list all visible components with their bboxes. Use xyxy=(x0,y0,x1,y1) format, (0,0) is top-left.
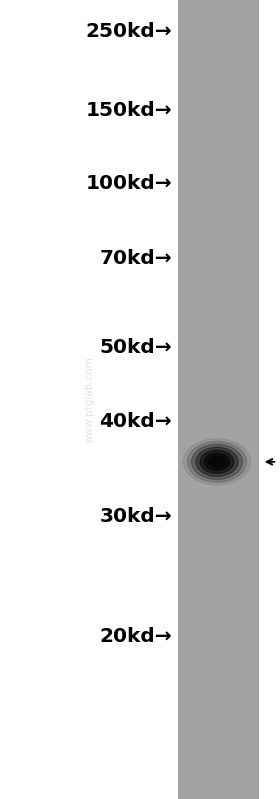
Text: 40kd→: 40kd→ xyxy=(100,411,172,431)
Text: 20kd→: 20kd→ xyxy=(100,626,172,646)
Text: 250kd→: 250kd→ xyxy=(86,22,172,42)
Text: 150kd→: 150kd→ xyxy=(86,101,172,120)
Ellipse shape xyxy=(205,453,229,471)
Text: 30kd→: 30kd→ xyxy=(100,507,172,527)
Bar xyxy=(178,0,259,799)
Ellipse shape xyxy=(196,447,238,476)
Text: 100kd→: 100kd→ xyxy=(86,174,172,193)
Ellipse shape xyxy=(187,441,247,483)
Text: 70kd→: 70kd→ xyxy=(100,248,172,268)
Ellipse shape xyxy=(213,459,221,464)
Ellipse shape xyxy=(183,439,251,485)
Ellipse shape xyxy=(209,456,225,467)
Text: www.ptglab.com: www.ptglab.com xyxy=(85,356,95,443)
Text: 50kd→: 50kd→ xyxy=(100,338,172,357)
Ellipse shape xyxy=(192,444,242,479)
Ellipse shape xyxy=(200,450,234,473)
